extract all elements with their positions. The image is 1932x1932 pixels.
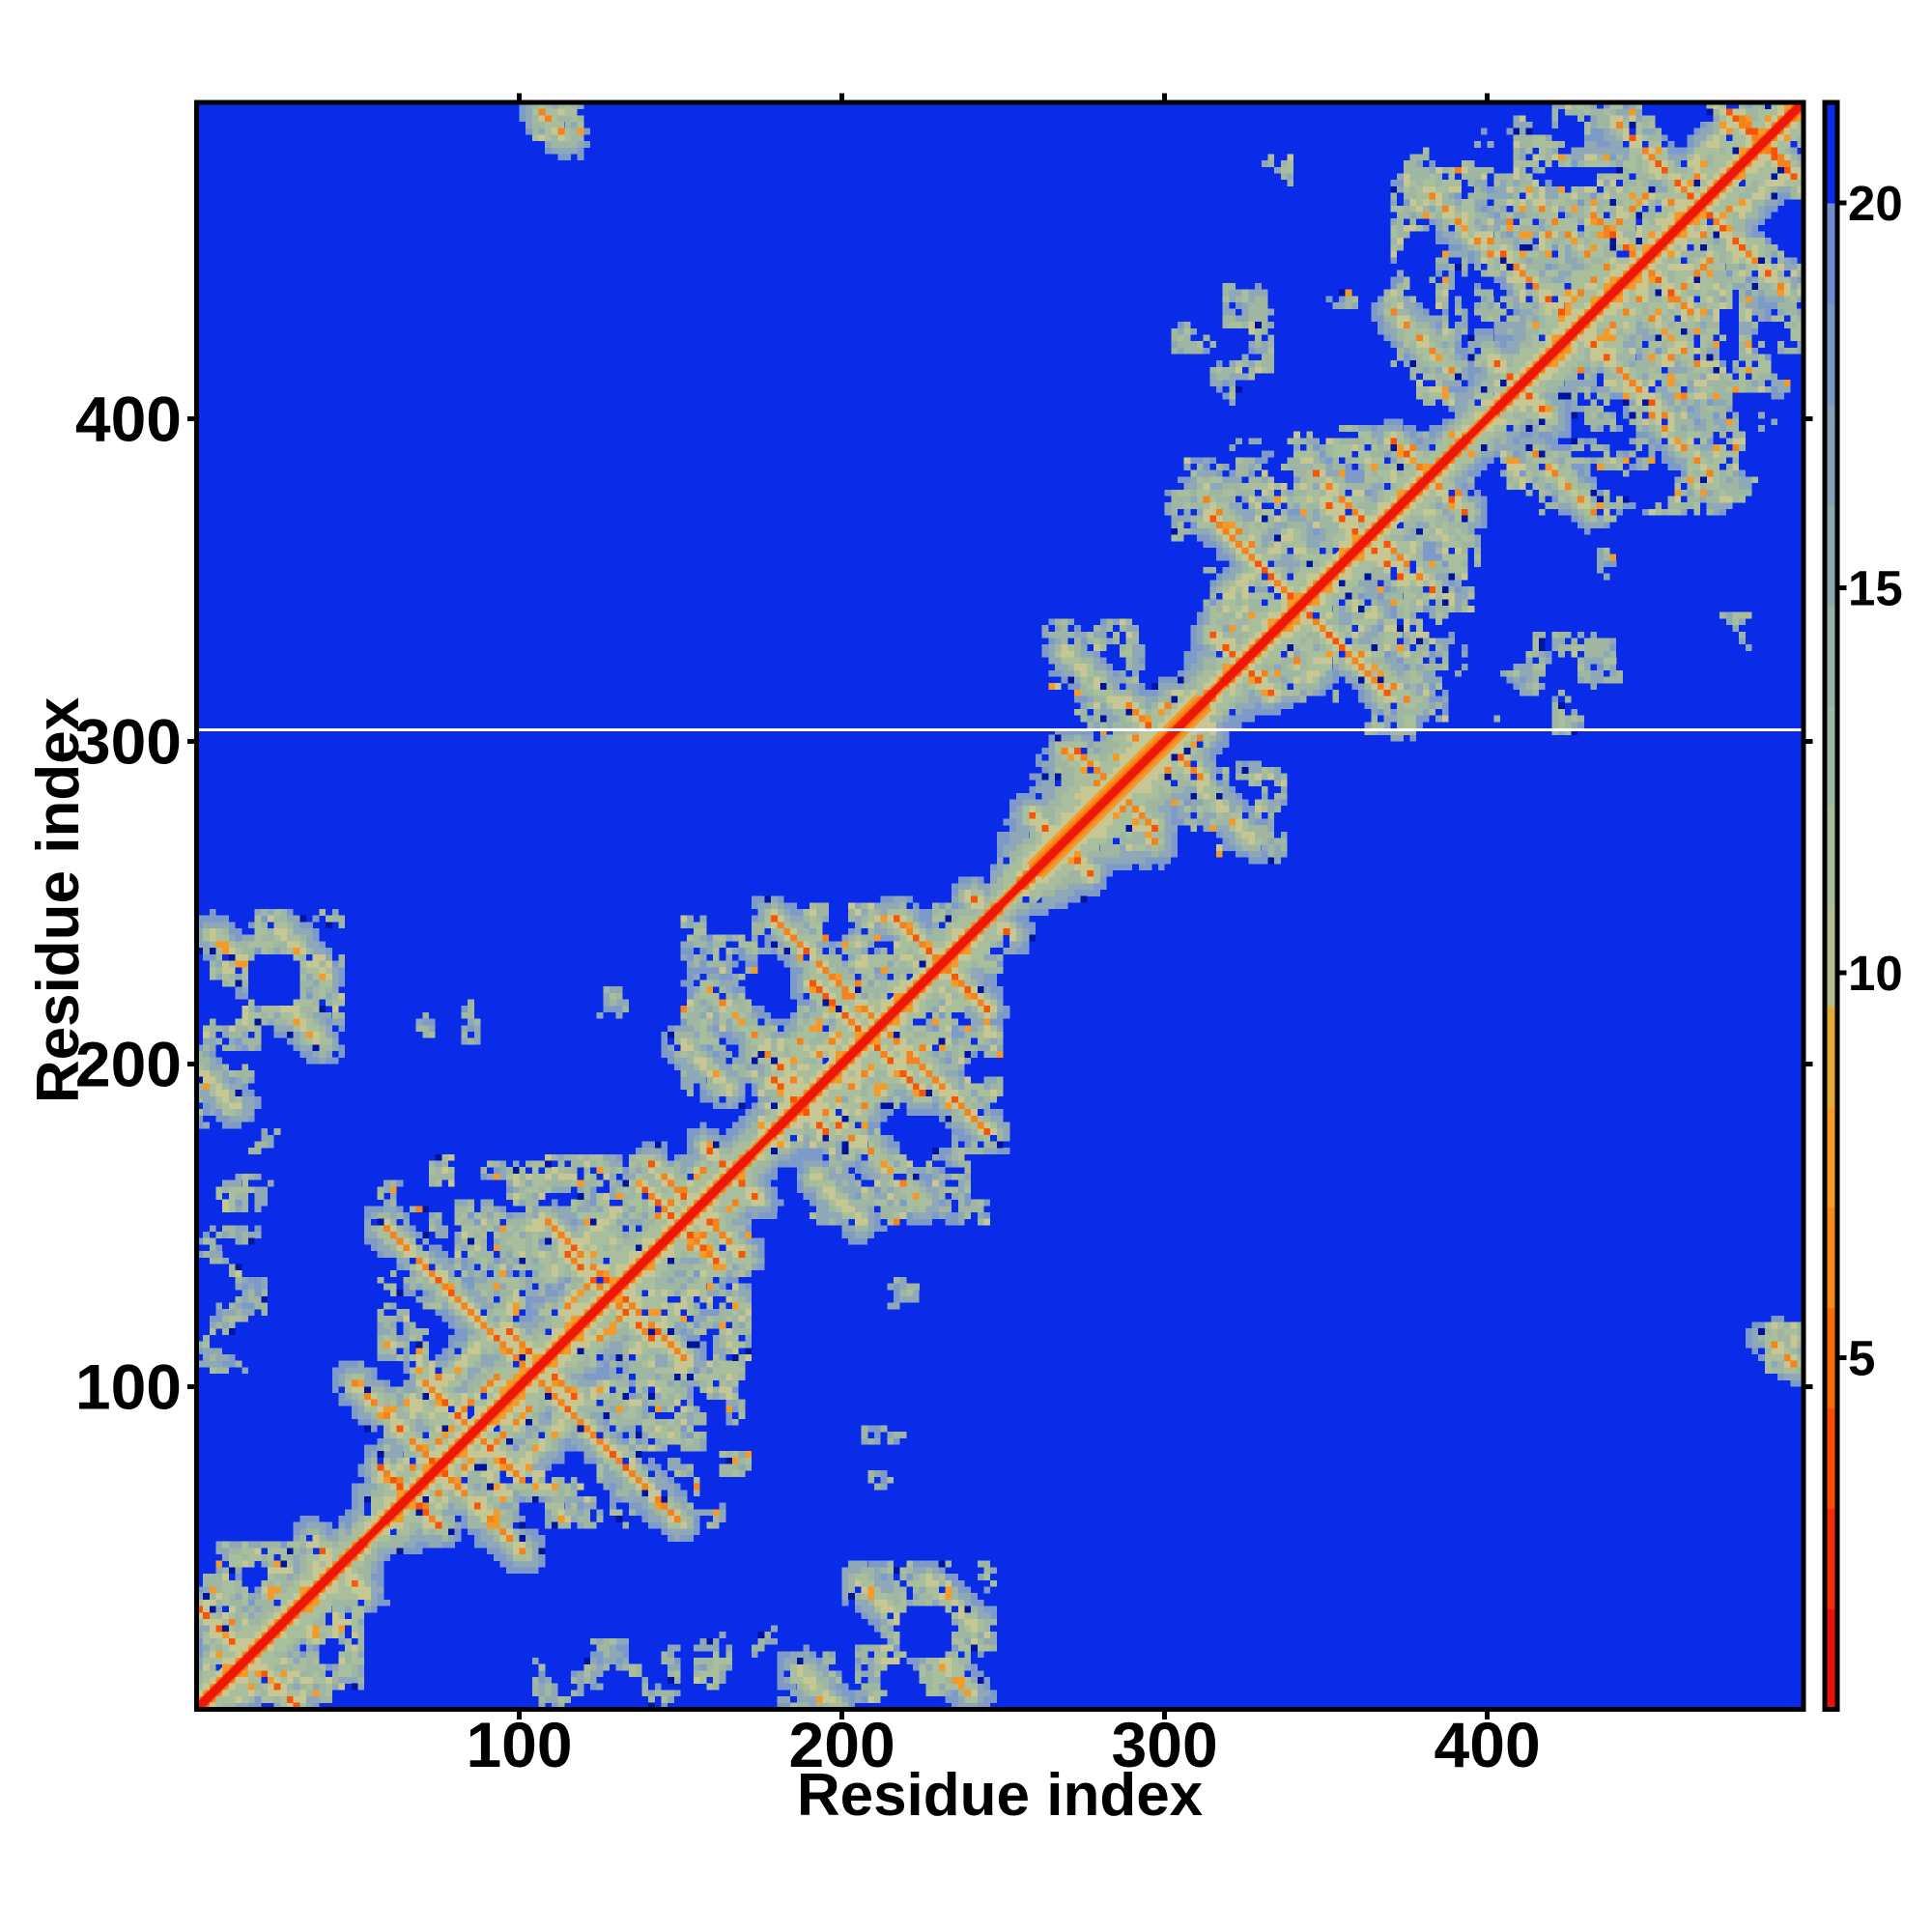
svg-text:400: 400 — [1435, 1709, 1541, 1780]
svg-text:400: 400 — [75, 383, 182, 454]
svg-text:Residue index: Residue index — [797, 1762, 1204, 1829]
svg-text:5: 5 — [1848, 1331, 1875, 1386]
svg-text:Residue index: Residue index — [25, 696, 92, 1103]
svg-text:20: 20 — [1848, 176, 1903, 231]
svg-text:100: 100 — [75, 1350, 182, 1422]
svg-text:200: 200 — [789, 1709, 895, 1780]
svg-text:15: 15 — [1848, 560, 1903, 615]
svg-text:100: 100 — [466, 1709, 572, 1780]
svg-text:200: 200 — [75, 1028, 182, 1099]
svg-text:10: 10 — [1848, 946, 1903, 1001]
svg-text:300: 300 — [75, 705, 182, 777]
svg-text:300: 300 — [1112, 1709, 1218, 1780]
